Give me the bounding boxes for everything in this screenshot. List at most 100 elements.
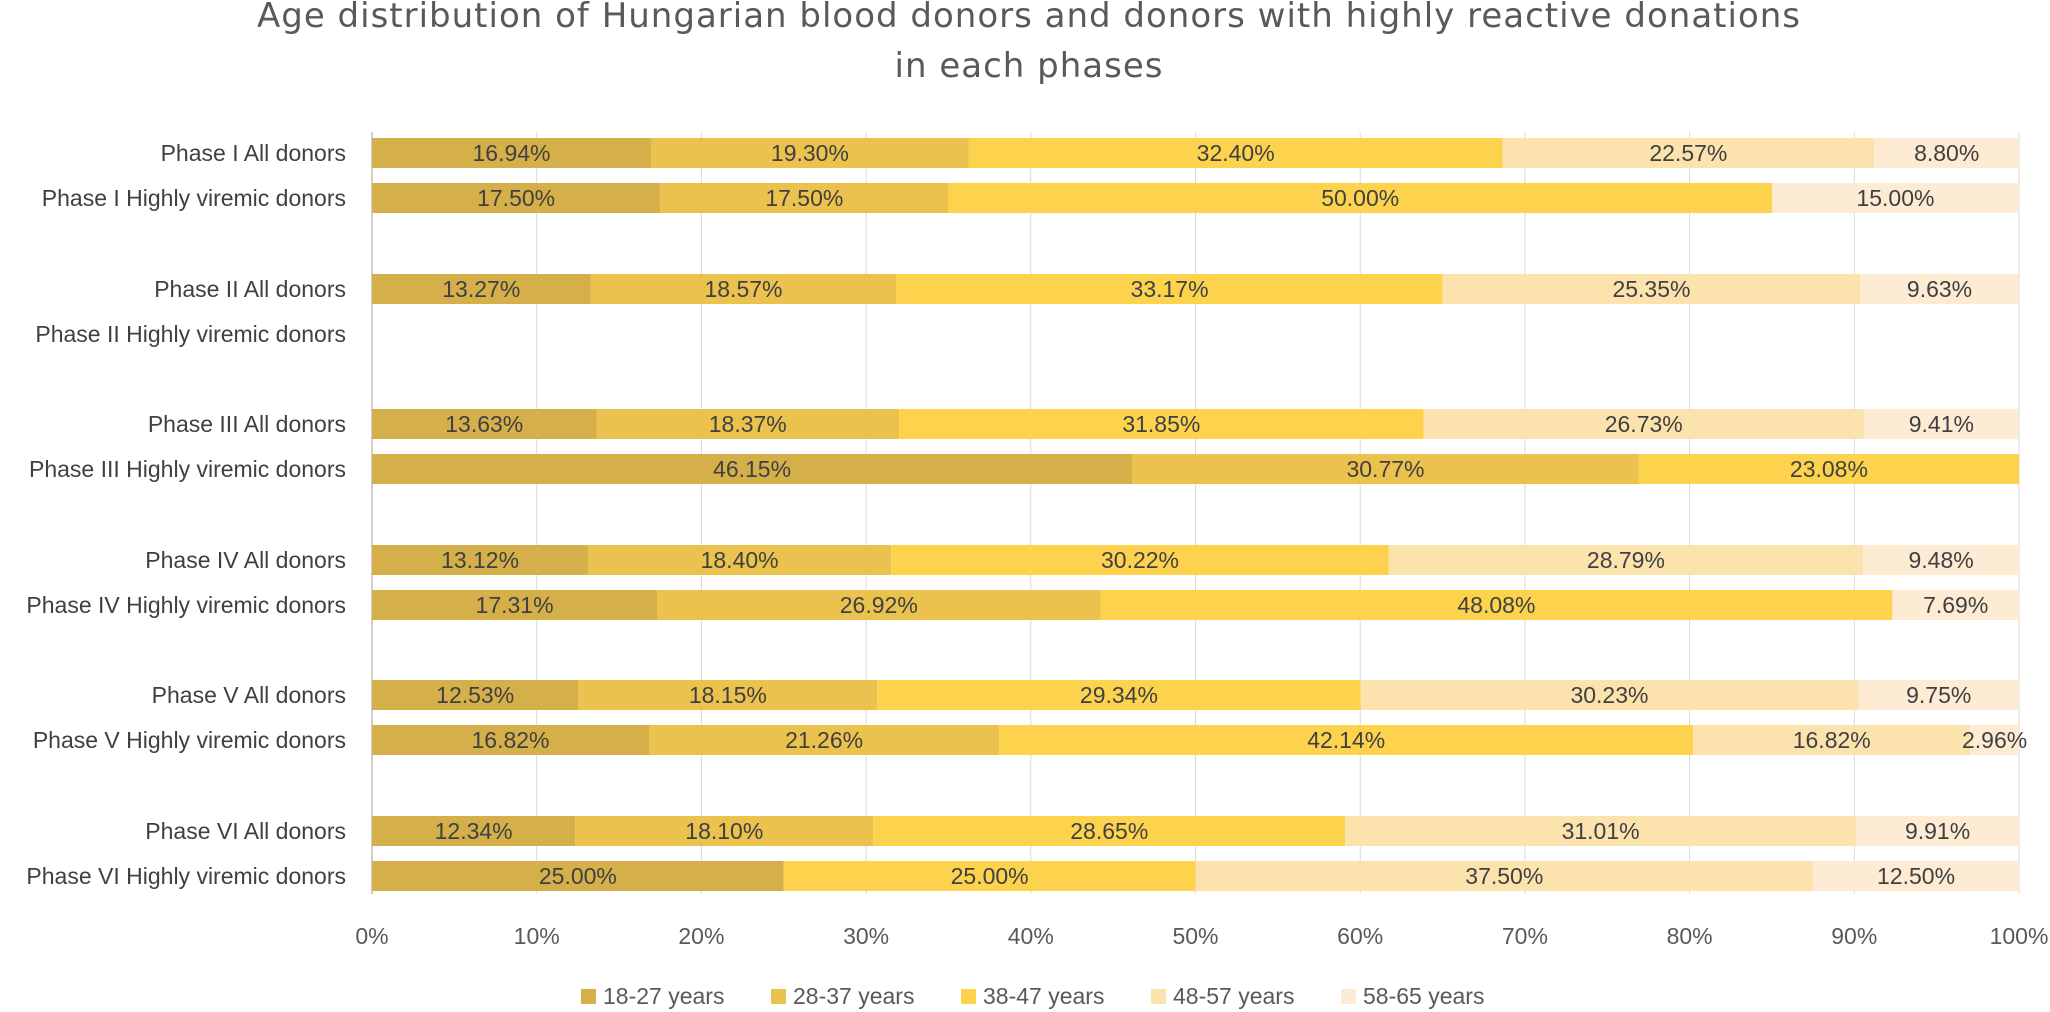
bar-segment: [999, 725, 1694, 755]
data-label: 42.14%: [1307, 727, 1385, 753]
data-label: 48.08%: [1457, 592, 1535, 618]
data-label: 18.10%: [685, 818, 763, 844]
data-label: 9.75%: [1906, 682, 1971, 708]
legend-swatch: [771, 989, 786, 1004]
bar-segment: [1860, 274, 2019, 304]
legend-label: 38-47 years: [983, 983, 1104, 1009]
data-label: 19.30%: [771, 140, 849, 166]
data-label: 28.65%: [1070, 818, 1148, 844]
bar-segment: [873, 816, 1346, 846]
bar-segment: [1771, 183, 2019, 213]
data-label: 31.85%: [1122, 411, 1200, 437]
bar-segment: [372, 545, 589, 575]
data-label: 30.22%: [1101, 547, 1179, 573]
bar-segment: [372, 590, 658, 620]
data-label: 9.91%: [1905, 818, 1970, 844]
x-tick-label: 20%: [678, 923, 724, 949]
x-tick-label: 40%: [1008, 923, 1054, 949]
x-tick-label: 60%: [1337, 923, 1383, 949]
category-label: Phase II All donors: [154, 276, 346, 302]
bar-segment: [372, 183, 661, 213]
bar-segment: [660, 183, 949, 213]
bar-segment: [1100, 590, 1893, 620]
data-label: 16.82%: [472, 727, 550, 753]
bar-segment: [596, 409, 900, 439]
data-label: 32.40%: [1197, 140, 1275, 166]
category-label: Phase III Highly viremic donors: [29, 456, 346, 482]
category-label: Phase V All donors: [152, 682, 346, 708]
category-label: Phase I Highly viremic donors: [42, 185, 346, 211]
legend-item: 38-47 years: [961, 983, 1104, 1009]
bar-segment: [877, 680, 1361, 710]
x-tick-label: 30%: [843, 923, 889, 949]
data-label: 16.94%: [472, 140, 550, 166]
legend-item: 18-27 years: [581, 983, 724, 1009]
bar-segment: [372, 454, 1133, 484]
category-label: Phase VI All donors: [145, 818, 346, 844]
data-label: 25.00%: [539, 863, 617, 889]
legend-label: 48-57 years: [1173, 983, 1294, 1009]
bar-segment: [575, 816, 874, 846]
data-label: 25.35%: [1612, 276, 1690, 302]
x-axis: 0% 10% 20% 30% 40% 50% 60% 70% 80% 90% 100%: [355, 923, 2048, 949]
bar-segment: [372, 861, 784, 891]
bar-segment: [1423, 409, 1864, 439]
bar-segment: [1874, 138, 2019, 168]
bar-segment: [899, 409, 1424, 439]
data-label: 12.50%: [1877, 863, 1955, 889]
x-tick-label: 90%: [1831, 923, 1877, 949]
legend-swatch: [1341, 989, 1356, 1004]
bar-segment: [1813, 861, 2019, 891]
bar-segment: [783, 861, 1196, 891]
data-label: 23.08%: [1790, 456, 1868, 482]
bar-segment: [590, 274, 897, 304]
bars: [372, 138, 2019, 891]
data-label: 31.01%: [1562, 818, 1640, 844]
data-label: 22.57%: [1649, 140, 1727, 166]
x-tick-label: 80%: [1667, 923, 1713, 949]
x-tick-label: 70%: [1502, 923, 1548, 949]
bar-segment: [372, 816, 576, 846]
data-label: 13.27%: [442, 276, 520, 302]
bar-segment: [372, 274, 591, 304]
data-label: 12.53%: [436, 682, 514, 708]
data-label: 50.00%: [1321, 185, 1399, 211]
x-tick-label: 10%: [514, 923, 560, 949]
bar-segment: [1502, 138, 1875, 168]
bar-segment: [372, 725, 650, 755]
bar-segment: [1360, 680, 1859, 710]
bar-segment: [1970, 725, 2019, 755]
data-label: 9.48%: [1908, 547, 1973, 573]
bar-segment: [968, 138, 1503, 168]
x-tick-label: 100%: [1990, 923, 2049, 949]
legend-swatch: [1151, 989, 1166, 1004]
bar-segment: [896, 274, 1443, 304]
legend-item: 48-57 years: [1151, 983, 1294, 1009]
chart-title-line-2: in each phases: [895, 46, 1164, 86]
legend-item: 28-37 years: [771, 983, 914, 1009]
data-label: 21.26%: [785, 727, 863, 753]
bar-segment: [1132, 454, 1639, 484]
bar-segment: [372, 138, 652, 168]
data-label: 37.50%: [1465, 863, 1543, 889]
chart-title-line-1: Age distribution of Hungarian blood dono…: [257, 0, 1801, 36]
legend-swatch: [961, 989, 976, 1004]
category-label: Phase III All donors: [148, 411, 346, 437]
legend-label: 28-37 years: [793, 983, 914, 1009]
data-label: 18.57%: [704, 276, 782, 302]
bar-segment: [1638, 454, 2019, 484]
data-label: 16.82%: [1793, 727, 1871, 753]
data-label: 7.69%: [1923, 592, 1988, 618]
category-labels: Phase I All donors Phase I Highly viremic…: [26, 140, 346, 889]
legend-label: 58-65 years: [1363, 983, 1484, 1009]
category-label: Phase IV Highly viremic donors: [26, 592, 346, 618]
category-label: Phase VI Highly viremic donors: [26, 863, 346, 889]
data-label: 2.96%: [1962, 727, 2027, 753]
data-label: 26.73%: [1605, 411, 1683, 437]
gridlines: [371, 132, 2020, 894]
bar-segment: [1855, 816, 2019, 846]
category-label: Phase I All donors: [161, 140, 346, 166]
data-label: 8.80%: [1914, 140, 1979, 166]
